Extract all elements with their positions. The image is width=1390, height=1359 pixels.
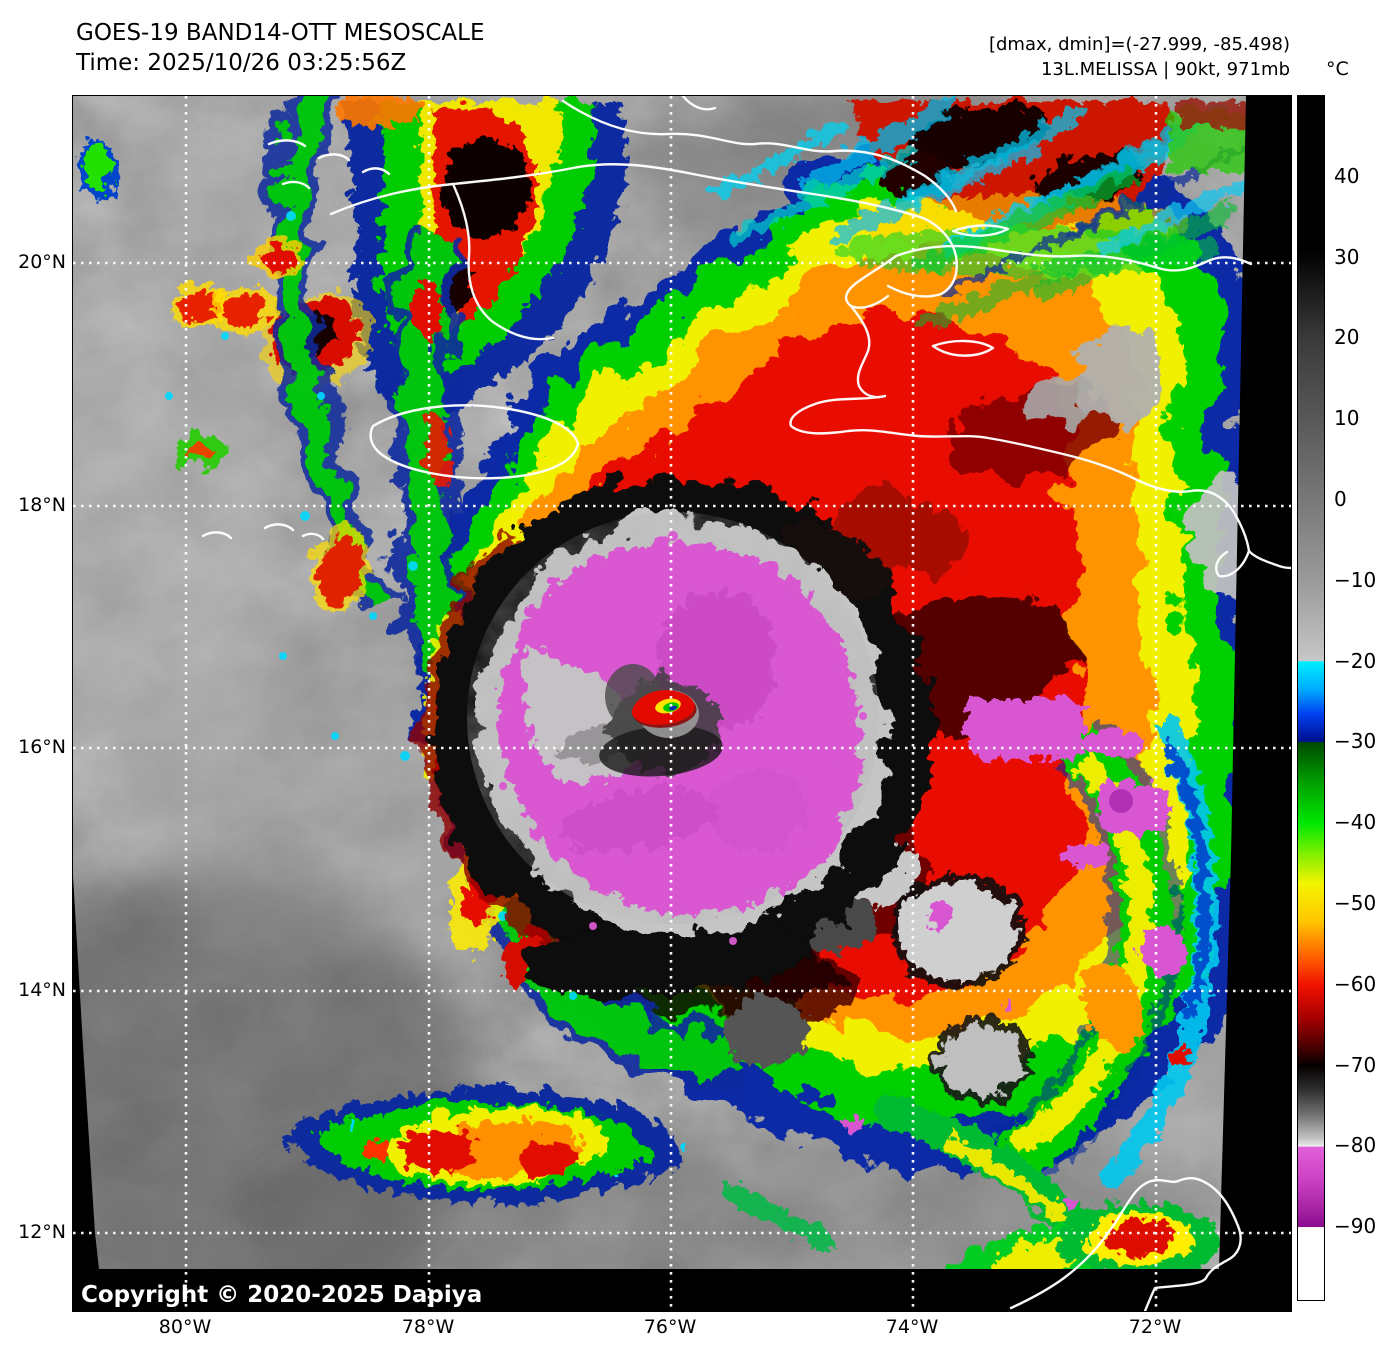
colorbar-tick: −70 (1334, 1052, 1377, 1077)
colorbar-tick: −60 (1334, 971, 1377, 996)
satellite-map: Copyright © 2020-2025 Dapiya (72, 95, 1292, 1312)
colorbar-tick: −10 (1334, 567, 1377, 592)
longitude-label: 80°W (158, 1316, 212, 1338)
colorbar-tick: −20 (1334, 648, 1377, 673)
colorbar-tick: 30 (1334, 244, 1360, 269)
longitude-label: 78°W (401, 1316, 455, 1338)
timestamp: Time: 2025/10/26 03:25:56Z (76, 50, 407, 76)
product-title: GOES-19 BAND14-OTT MESOSCALE (76, 20, 485, 46)
southern-rainband (283, 1083, 828, 1245)
dmax-dmin-readout: [dmax, dmin]=(-27.999, -85.498) (988, 34, 1290, 55)
hurricane-eye (599, 664, 723, 777)
graticule-grid (73, 96, 1291, 1311)
longitude-label: 76°W (643, 1316, 697, 1338)
temperature-colorbar (1297, 95, 1325, 1301)
copyright-watermark: Copyright © 2020-2025 Dapiya (81, 1282, 482, 1308)
colorbar-tick: 10 (1334, 406, 1360, 431)
upper-level-streaks (705, 96, 1275, 329)
storm-label: 13L.MELISSA | 90kt, 971mb (1040, 59, 1290, 80)
latitude-label: 20°N (18, 251, 66, 273)
magenta-speckles (499, 531, 867, 945)
satellite-image: Copyright © 2020-2025 Dapiya (73, 96, 1291, 1311)
latitude-label: 18°N (18, 494, 66, 516)
colorbar-tick: 40 (1334, 163, 1360, 188)
longitude-label: 74°W (885, 1316, 939, 1338)
colorbar-unit-label: °C (1326, 58, 1349, 80)
colorbar-tick: −50 (1334, 891, 1377, 916)
colorbar-tick: 20 (1334, 325, 1360, 350)
se-magenta-patches (817, 694, 1181, 1204)
latitude-label: 16°N (18, 736, 66, 758)
no-data-regions (73, 96, 1291, 1311)
colorbar-tick: −90 (1334, 1214, 1377, 1239)
colorbar-tick: 0 (1334, 487, 1347, 512)
latitude-label: 12°N (18, 1221, 66, 1243)
coastlines (201, 96, 1291, 1311)
colorbar-tick: −40 (1334, 810, 1377, 835)
longitude-label: 72°W (1128, 1316, 1182, 1338)
colorbar-tick: −80 (1334, 1133, 1377, 1158)
colorbar-tick: −30 (1334, 729, 1377, 754)
title-block: GOES-19 BAND14-OTT MESOSCALE Time: 2025/… (76, 18, 485, 78)
latitude-label: 14°N (18, 979, 66, 1001)
info-block: [dmax, dmin]=(-27.999, -85.498) 13L.MELI… (989, 32, 1290, 82)
central-dense-overcast (467, 512, 879, 945)
